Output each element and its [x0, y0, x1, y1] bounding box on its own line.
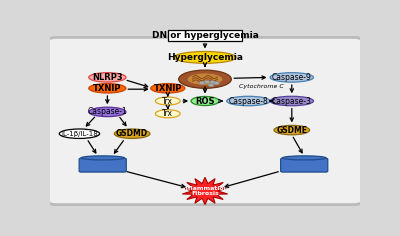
Text: Trx: Trx	[162, 109, 173, 118]
Text: Inflammation
Fibrosis: Inflammation Fibrosis	[182, 185, 228, 196]
Text: IL-1β/IL-18: IL-1β/IL-18	[61, 131, 98, 137]
Circle shape	[199, 81, 205, 84]
Ellipse shape	[114, 129, 150, 139]
Circle shape	[204, 80, 210, 84]
Ellipse shape	[89, 73, 126, 82]
FancyBboxPatch shape	[47, 37, 363, 205]
FancyBboxPatch shape	[168, 30, 242, 41]
Text: NLRP3: NLRP3	[92, 73, 123, 82]
Ellipse shape	[155, 97, 180, 105]
Text: Cytochrome C: Cytochrome C	[239, 84, 284, 89]
Ellipse shape	[81, 167, 124, 171]
Circle shape	[208, 84, 214, 87]
Polygon shape	[182, 177, 228, 205]
Ellipse shape	[191, 97, 219, 105]
Text: Caspase-9: Caspase-9	[272, 73, 312, 82]
Ellipse shape	[282, 156, 326, 160]
Ellipse shape	[81, 156, 124, 160]
Ellipse shape	[89, 84, 126, 93]
Ellipse shape	[274, 125, 310, 135]
Circle shape	[214, 82, 219, 85]
Ellipse shape	[187, 73, 223, 85]
Circle shape	[210, 81, 216, 84]
Text: TXNIP: TXNIP	[154, 84, 182, 93]
Text: GSDME: GSDME	[276, 126, 307, 135]
Ellipse shape	[179, 70, 231, 88]
Text: Caspase-8: Caspase-8	[228, 97, 268, 105]
Text: GSDMD: GSDMD	[116, 129, 148, 138]
FancyBboxPatch shape	[281, 158, 328, 172]
Text: TXNIP: TXNIP	[93, 84, 122, 93]
Text: Caspase-1: Caspase-1	[88, 107, 127, 116]
Text: ROS: ROS	[195, 97, 215, 105]
Ellipse shape	[282, 167, 326, 171]
Ellipse shape	[270, 73, 314, 82]
Ellipse shape	[174, 51, 236, 63]
Ellipse shape	[89, 107, 126, 117]
Text: DN or hyperglycemia: DN or hyperglycemia	[152, 31, 258, 40]
Ellipse shape	[227, 96, 270, 106]
Ellipse shape	[155, 110, 180, 118]
FancyBboxPatch shape	[79, 158, 126, 172]
Ellipse shape	[59, 129, 100, 139]
Text: Hyperglycemia: Hyperglycemia	[167, 53, 243, 62]
Text: Trx: Trx	[162, 97, 173, 105]
Text: Caspase-3: Caspase-3	[272, 97, 312, 105]
Ellipse shape	[270, 96, 314, 106]
Ellipse shape	[151, 84, 185, 93]
